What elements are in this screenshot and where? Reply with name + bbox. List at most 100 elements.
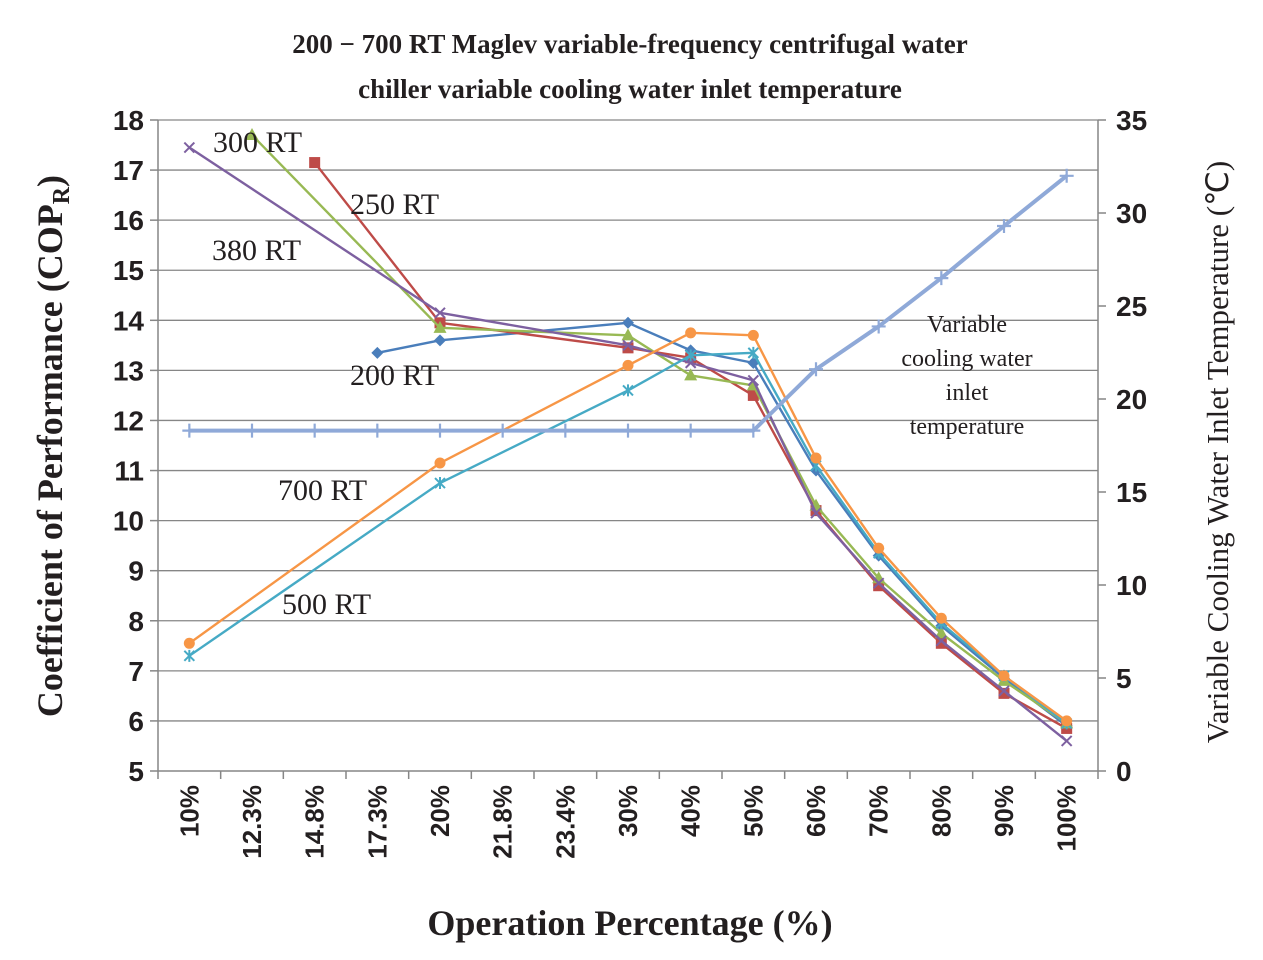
x-tick-label-12: 80% [926, 785, 956, 837]
data-point-s5-12 [935, 612, 947, 624]
data-point-s5-0 [183, 637, 195, 649]
data-point-s1-11 [873, 580, 885, 592]
data-point-s5-10 [810, 452, 822, 464]
y-tick-label-15: 15 [113, 255, 144, 286]
series-4 [183, 346, 1073, 730]
label-380rt: 380 RT [212, 234, 301, 267]
data-point-s1-2 [309, 157, 321, 169]
x-tick-label-4: 20% [425, 785, 455, 837]
data-point-s5-11 [873, 542, 885, 554]
x-axis-title: Operation Percentage (%) [427, 903, 832, 943]
data-point-s6-5 [495, 423, 510, 438]
label-inlet-temperature-line-4: temperature [910, 414, 1025, 440]
data-point-s6-10 [809, 362, 823, 377]
data-point-s0-7 [622, 316, 634, 329]
data-point-s2-7 [621, 328, 635, 341]
y-axis-title: Coefficient of Performance (COPR) [30, 175, 75, 717]
data-point-s5-13 [998, 670, 1010, 682]
data-point-s6-6 [558, 423, 573, 438]
data-point-s6-1 [245, 423, 259, 438]
label-inlet-temperature-line-3: inlet [946, 380, 989, 406]
data-point-s1-13 [998, 687, 1010, 699]
data-point-s5-9 [747, 329, 759, 341]
x-tick-label-6: 23.4% [550, 785, 580, 859]
y-tick-label-8: 8 [128, 606, 144, 637]
y2-tick-label-0: 0 [1116, 756, 1132, 787]
data-point-s4-7 [622, 384, 634, 397]
series-1 [309, 157, 1073, 734]
data-point-s2-8 [684, 368, 698, 381]
label-inlet-temperature: Variable cooling water inlet temperature [901, 312, 1032, 440]
x-tick-label-9: 50% [738, 785, 768, 837]
data-point-s3-10 [810, 507, 822, 519]
data-point-s6-14 [1059, 168, 1074, 183]
y-tick-label-10: 10 [113, 506, 144, 537]
y-tick-label-6: 6 [128, 706, 144, 737]
x-tick-label-13: 90% [989, 785, 1019, 837]
y-tick-label-5: 5 [128, 756, 144, 787]
axes [150, 119, 1106, 779]
series-line-1 [313, 161, 1068, 730]
series-line-4 [188, 351, 1068, 725]
x-tick-label-11: 70% [864, 785, 894, 837]
data-point-s6-13 [997, 219, 1011, 234]
series-5 [183, 327, 1073, 727]
data-point-s0-3 [371, 346, 384, 359]
x-tick-label-0: 10% [174, 785, 204, 837]
data-point-s6-0 [182, 423, 197, 438]
data-point-s3-7 [622, 339, 634, 352]
y2-tick-label-5: 5 [1116, 663, 1132, 694]
label-200rt: 200 RT [350, 359, 439, 392]
y2-tick-labels: 0 5 10 15 20 25 30 35 [1116, 105, 1147, 787]
label-300rt: 300 RT [213, 126, 302, 159]
y-axis-title-close: ) [30, 175, 70, 187]
y-tick-label-14: 14 [113, 305, 145, 336]
y-axis-title-main: Coefficient of Performance (COP [30, 204, 70, 717]
data-point-s4-4 [434, 477, 446, 490]
data-point-s3-11 [872, 577, 885, 589]
data-point-s3-12 [935, 635, 948, 647]
x-tick-label-7: 30% [613, 785, 643, 837]
data-point-s1-7 [622, 342, 634, 354]
label-inlet-temperature-line-2: cooling water [901, 346, 1032, 372]
y-tick-label-16: 16 [113, 205, 144, 236]
data-point-s6-9 [746, 423, 761, 438]
data-point-s4-8 [684, 349, 697, 362]
y-tick-labels: 5 6 7 8 9 10 11 12 13 14 15 16 17 18 [113, 105, 145, 787]
x-tick-label-10: 60% [801, 785, 831, 837]
label-inlet-temperature-line-1: Variable [927, 312, 1007, 338]
data-point-s0-4 [434, 334, 446, 347]
y2-tick-label-35: 35 [1116, 105, 1147, 136]
y-tick-label-7: 7 [128, 656, 144, 687]
label-500rt: 500 RT [282, 588, 371, 621]
x-tick-label-2: 14.8% [300, 785, 330, 859]
x-tick-label-3: 17.3% [362, 785, 392, 859]
data-point-s5-8 [685, 327, 697, 339]
x-tick-label-8: 40% [676, 785, 706, 837]
x-tick-label-5: 21.8% [488, 785, 518, 859]
data-point-s6-3 [370, 423, 385, 438]
y2-axis-title: Variable Cooling Water Inlet Temperature… [1200, 161, 1235, 744]
data-point-s3-9 [747, 374, 760, 387]
y2-tick-label-25: 25 [1116, 291, 1147, 322]
y2-tick-label-10: 10 [1116, 570, 1147, 601]
chart-title-line-1: 200 − 700 RT Maglev variable-frequency c… [292, 29, 968, 59]
data-point-s1-12 [935, 637, 947, 649]
data-point-s5-14 [1061, 715, 1073, 727]
data-point-s2-4 [433, 320, 447, 333]
y-tick-label-12: 12 [113, 405, 144, 436]
y-axis-title-subscript: R [49, 186, 75, 204]
y-tick-label-17: 17 [113, 155, 144, 186]
data-point-s3-14 [1060, 735, 1073, 747]
data-point-s1-9 [747, 389, 759, 401]
data-point-s4-0 [183, 649, 196, 662]
label-250rt: 250 RT [350, 188, 439, 221]
data-point-s2-12 [934, 626, 948, 639]
gridlines [158, 119, 1098, 722]
data-point-s5-7 [622, 359, 634, 371]
x-tick-label-1: 12.3% [237, 785, 267, 859]
y-tick-label-18: 18 [113, 105, 144, 136]
data-point-s6-7 [621, 423, 635, 438]
y2-tick-label-30: 30 [1116, 198, 1147, 229]
